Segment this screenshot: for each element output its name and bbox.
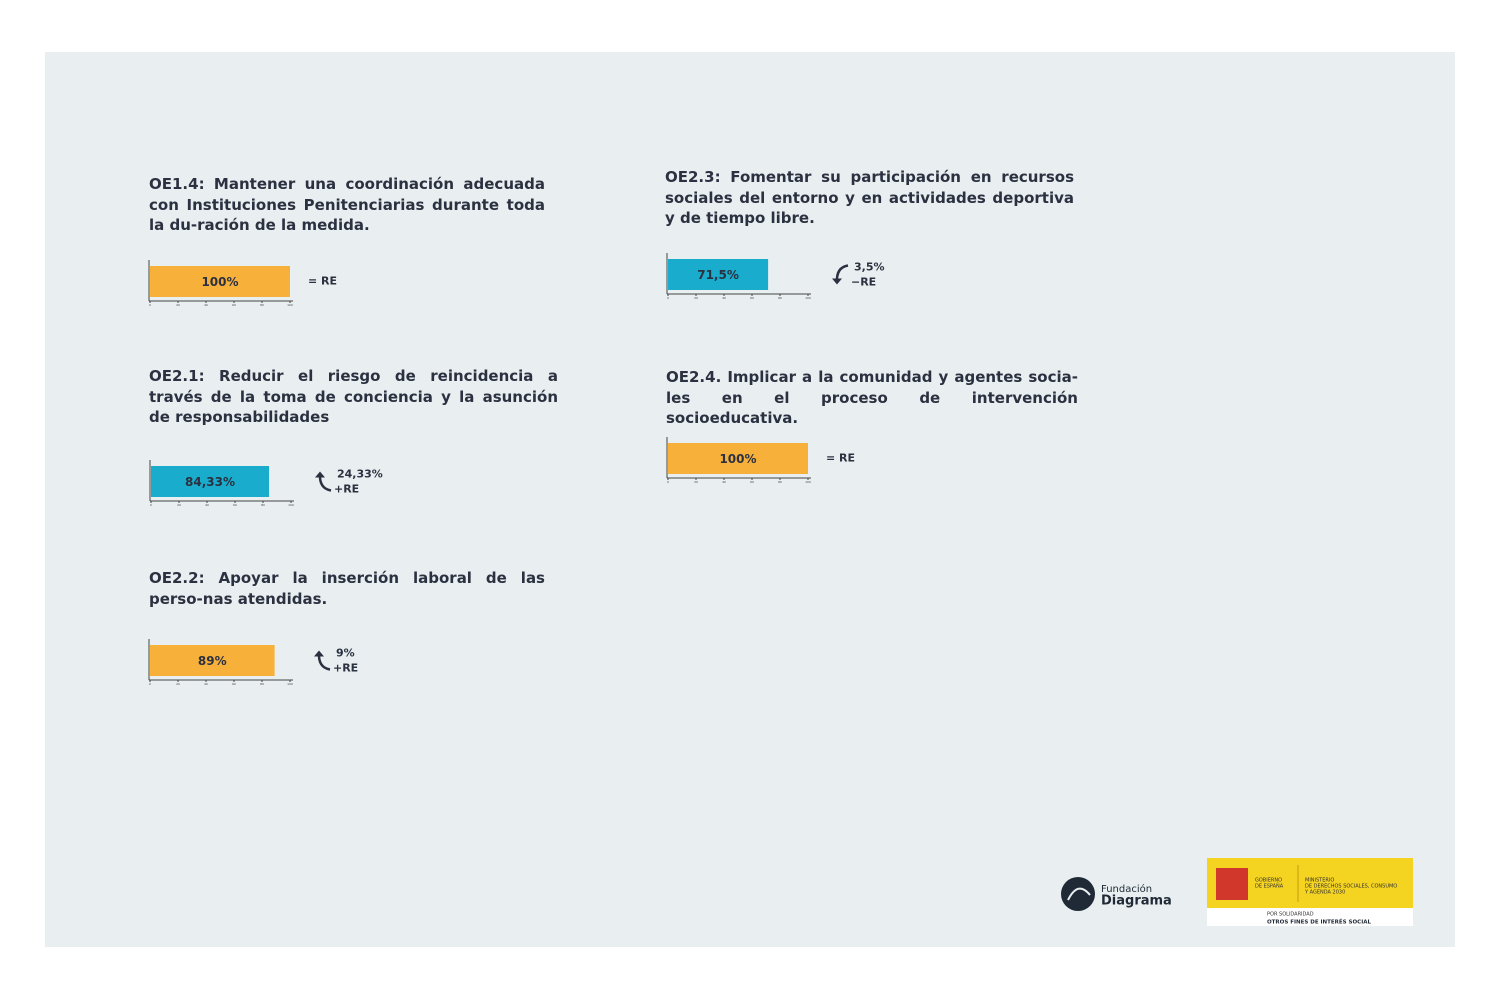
logo-shield <box>1216 868 1248 900</box>
bar <box>668 443 808 474</box>
x-tick-label: 40 <box>722 480 726 484</box>
annotation: = RE <box>308 275 337 288</box>
chart-title: OE1.4: Mantener una coordinación adecuad… <box>149 175 545 234</box>
trend-arrow-head <box>832 278 842 285</box>
x-tick-label: 60 <box>232 303 236 307</box>
x-tick-label: 60 <box>233 503 237 507</box>
x-tick-label: 20 <box>177 503 181 507</box>
x-tick-label: 20 <box>176 682 180 686</box>
x-tick-label: 20 <box>694 296 698 300</box>
x-tick-label: 0 <box>149 682 151 686</box>
annotation: 24,33% <box>337 468 383 481</box>
x-tick-label: 40 <box>722 296 726 300</box>
x-tick-label: 20 <box>694 480 698 484</box>
bar-label: 71,5% <box>697 268 739 282</box>
x-tick-label: 80 <box>260 303 264 307</box>
x-tick-label: 80 <box>778 480 782 484</box>
logo-text: Y AGENDA 2030 <box>1304 890 1345 896</box>
bar-label: 89% <box>198 654 227 668</box>
chart-title: OE2.1: Reducir el riesgo de reincidencia… <box>149 367 558 426</box>
x-tick-label: 100 <box>288 503 294 507</box>
x-tick-label: 0 <box>149 303 151 307</box>
x-tick-label: 40 <box>205 503 209 507</box>
x-tick-label: 0 <box>150 503 152 507</box>
logo-text: OTROS FINES DE INTERÉS SOCIAL <box>1267 918 1371 926</box>
annotation: +RE <box>334 483 359 496</box>
panel <box>45 52 1455 947</box>
chart-title: OE2.3: Fomentar su participación en recu… <box>665 168 1074 227</box>
annotation: −RE <box>851 276 876 289</box>
bar <box>150 645 275 676</box>
logo-text: DE ESPAÑA <box>1255 883 1284 890</box>
bar-label: 100% <box>719 452 756 466</box>
x-tick-label: 100 <box>287 303 293 307</box>
x-tick-label: 40 <box>204 682 208 686</box>
x-tick-label: 100 <box>805 296 811 300</box>
bar <box>150 266 290 297</box>
annotation: 3,5% <box>854 261 885 274</box>
logo-mark <box>1061 877 1095 911</box>
x-tick-label: 0 <box>667 296 669 300</box>
chart-title: OE2.2: Apoyar la inserción laboral de la… <box>149 569 545 608</box>
x-tick-label: 80 <box>261 503 265 507</box>
bar <box>668 259 769 290</box>
x-tick-label: 100 <box>805 480 811 484</box>
chart-title: OE2.4. Implicar a la comunidad y agentes… <box>666 368 1078 427</box>
bar <box>151 466 270 497</box>
x-tick-label: 60 <box>750 296 754 300</box>
x-tick-label: 40 <box>204 303 208 307</box>
annotation: +RE <box>333 662 358 675</box>
logo-text: Fundación <box>1101 883 1152 895</box>
logo-swirl <box>1067 887 1091 901</box>
logo-text: GOBIERNO <box>1255 878 1282 884</box>
x-tick-label: 80 <box>778 296 782 300</box>
x-tick-label: 60 <box>232 682 236 686</box>
annotation: 9% <box>336 647 355 660</box>
trend-arrow-head <box>315 471 325 478</box>
x-tick-label: 60 <box>750 480 754 484</box>
logo-text: Diagrama <box>1101 894 1172 909</box>
trend-arrow-head <box>314 650 324 657</box>
logo-bg <box>1207 908 1413 926</box>
bar-label: 84,33% <box>185 475 235 489</box>
logo-text: POR SOLIDARIDAD <box>1267 912 1314 918</box>
x-tick-label: 80 <box>260 682 264 686</box>
annotation: = RE <box>826 452 855 465</box>
logo-text: DE DERECHOS SOCIALES, CONSUMO <box>1305 884 1397 890</box>
x-tick-label: 20 <box>176 303 180 307</box>
bar-label: 100% <box>201 275 238 289</box>
x-tick-label: 0 <box>667 480 669 484</box>
logo-text: MINISTERIO <box>1305 878 1334 884</box>
x-tick-label: 100 <box>287 682 293 686</box>
